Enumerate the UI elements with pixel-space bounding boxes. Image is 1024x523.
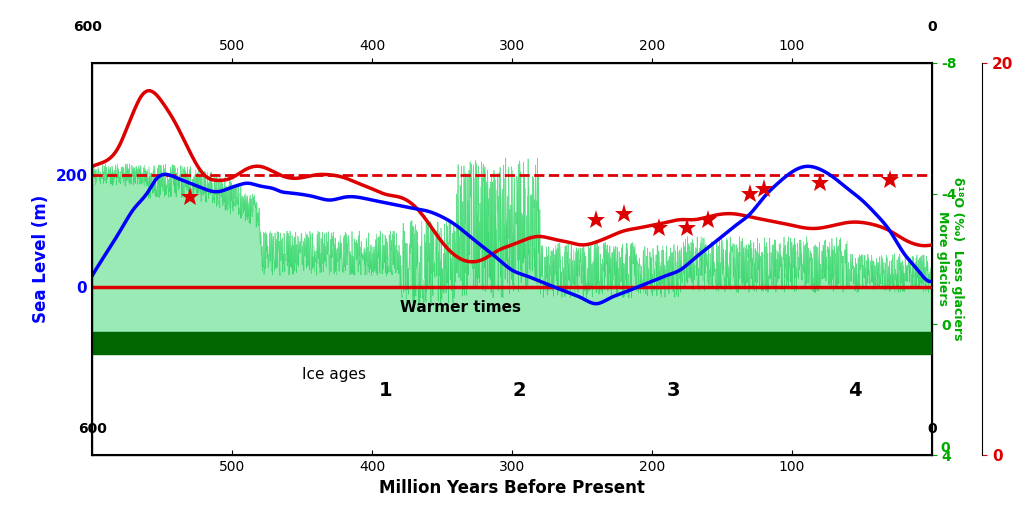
Text: 3: 3 [667,381,680,400]
Text: 0: 0 [927,422,937,436]
Text: 0: 0 [940,441,950,455]
Text: 0: 0 [927,20,937,35]
Text: 2: 2 [512,381,525,400]
Text: 4: 4 [848,381,861,400]
X-axis label: Million Years Before Present: Million Years Before Present [379,480,645,497]
Text: Warmer times: Warmer times [400,300,521,315]
Text: Ice ages: Ice ages [302,367,366,382]
Y-axis label: δ¹⁸O (‰)  Less glaciers
More glaciers: δ¹⁸O (‰) Less glaciers More glaciers [936,177,964,340]
Text: 600: 600 [74,20,102,35]
Y-axis label: Sea Level (m): Sea Level (m) [32,195,50,323]
Text: 1: 1 [379,381,393,400]
Text: 600: 600 [78,422,106,436]
